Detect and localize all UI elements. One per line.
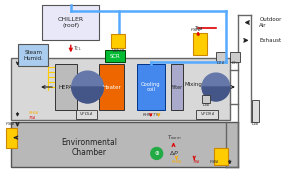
- Text: ⊕: ⊕: [154, 151, 159, 156]
- Text: $\Delta P$: $\Delta P$: [168, 149, 179, 158]
- Text: $D_{OA}$: $D_{OA}$: [217, 59, 225, 67]
- Bar: [251, 100, 259, 122]
- Text: $RH_{RA}$: $RH_{RA}$: [170, 159, 182, 166]
- Bar: [196, 110, 218, 119]
- Text: Cooling
coil: Cooling coil: [141, 82, 161, 92]
- Text: $RH_{SA}$: $RH_{SA}$: [28, 109, 40, 117]
- Bar: [111, 34, 125, 48]
- Text: Environmental
Chamber: Environmental Chamber: [62, 138, 118, 157]
- Text: Mixing: Mixing: [184, 82, 202, 86]
- Text: Exhaust: Exhaust: [259, 38, 282, 43]
- Text: $RH_M, T_M$: $RH_M, T_M$: [142, 111, 160, 119]
- Text: HEPA: HEPA: [59, 85, 73, 89]
- Text: $T_{SA}$: $T_{SA}$: [28, 114, 37, 122]
- Text: $VFD_{LA}$: $VFD_{LA}$: [79, 110, 94, 118]
- Circle shape: [151, 148, 163, 159]
- Text: $T_{RA}$: $T_{RA}$: [192, 159, 200, 166]
- Text: $D_{RA}$: $D_{RA}$: [251, 120, 260, 128]
- Bar: [230, 52, 240, 62]
- Circle shape: [202, 73, 230, 101]
- Bar: [11, 58, 230, 120]
- Text: $FS_{SA}$: $FS_{SA}$: [5, 120, 15, 128]
- Bar: [76, 110, 97, 119]
- Bar: [193, 33, 207, 55]
- Bar: [137, 64, 165, 110]
- Text: Filter: Filter: [171, 85, 183, 89]
- Text: $FS_{OA}$: $FS_{OA}$: [190, 27, 201, 34]
- Wedge shape: [72, 87, 103, 103]
- Bar: [105, 50, 125, 62]
- Text: $D_{RA}$: $D_{RA}$: [202, 101, 210, 109]
- Text: $VFD_{RA}$: $VFD_{RA}$: [200, 110, 215, 118]
- Bar: [99, 64, 124, 110]
- Bar: [216, 52, 226, 62]
- Wedge shape: [202, 87, 230, 101]
- Bar: [170, 64, 183, 110]
- Bar: [6, 128, 18, 148]
- Text: $D_{Ex}$: $D_{Ex}$: [230, 59, 239, 67]
- Text: CHILLER
(roof): CHILLER (roof): [58, 17, 84, 28]
- Bar: [42, 5, 99, 40]
- Text: Outdoor
Air: Outdoor Air: [259, 17, 282, 28]
- Text: $T_{OA}$: $T_{OA}$: [194, 24, 204, 33]
- Text: $T_{CL}$: $T_{CL}$: [73, 44, 82, 53]
- Bar: [18, 44, 48, 66]
- Text: Steam
Humid.: Steam Humid.: [23, 50, 43, 61]
- Bar: [214, 148, 228, 165]
- Text: SCR: SCR: [110, 54, 121, 59]
- Circle shape: [72, 71, 103, 103]
- Text: Heater: Heater: [103, 85, 121, 89]
- Bar: [55, 64, 77, 110]
- Text: $T_{room}$: $T_{room}$: [166, 133, 181, 142]
- Text: $FS_{RA}$: $FS_{RA}$: [209, 159, 219, 166]
- Text: Valve: Valve: [111, 48, 125, 53]
- Bar: [11, 122, 238, 167]
- Bar: [202, 95, 210, 103]
